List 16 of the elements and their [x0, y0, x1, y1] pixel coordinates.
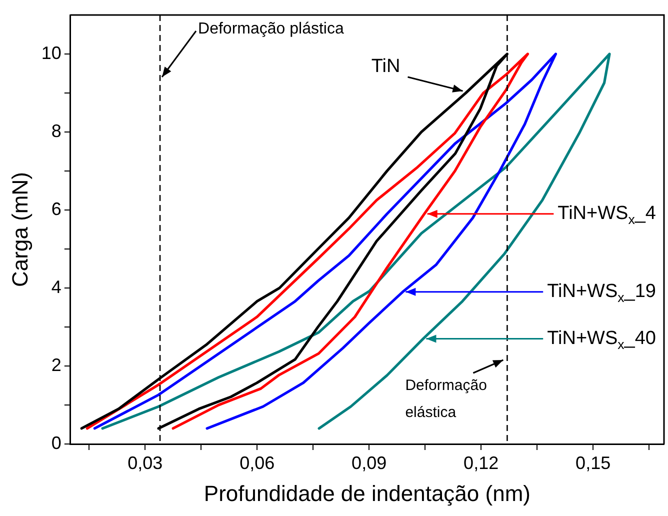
x-tick-label: 0,15: [576, 452, 611, 473]
y-tick-label: 10: [41, 42, 62, 63]
ref-line-label: Deformação plástica: [198, 20, 344, 38]
x-tick-label: 0,12: [464, 452, 499, 473]
x-tick-label: 0,03: [128, 452, 163, 473]
y-tick-label: 4: [51, 276, 62, 297]
y-axis-title: Carga (mN): [7, 172, 32, 287]
y-tick-label: 0: [51, 432, 62, 453]
y-tick-label: 2: [51, 354, 62, 375]
y-tick-label: 6: [51, 198, 62, 219]
x-tick-label: 0,09: [352, 452, 387, 473]
x-tick-label: 0,06: [240, 452, 275, 473]
y-tick-label: 8: [51, 120, 62, 141]
x-axis-title: Profundidade de indentação (nm): [204, 480, 530, 506]
text: TiN: [371, 56, 400, 78]
ref-line-label: Deformação elástica: [405, 377, 487, 422]
